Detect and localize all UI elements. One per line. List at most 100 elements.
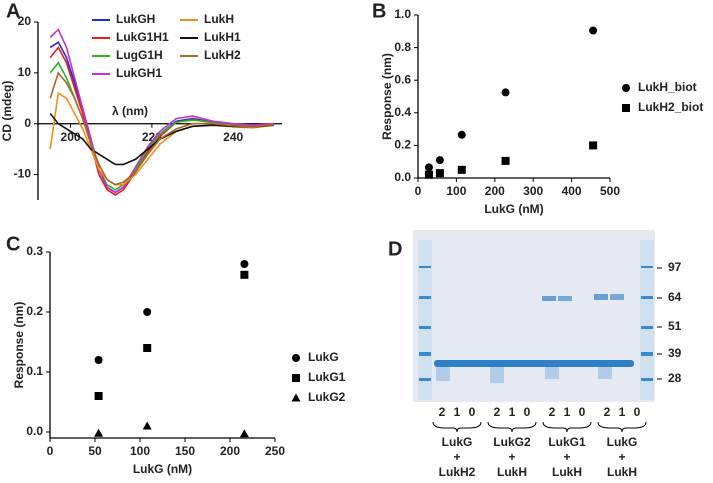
y-tick-label: 0.3 — [26, 244, 43, 258]
marker-circle — [143, 308, 152, 316]
marker-square — [240, 270, 249, 279]
lane-label: 2 — [494, 405, 501, 419]
x-axis-label: λ (nm) — [112, 104, 148, 118]
x-tick-label: 200 — [61, 130, 81, 144]
marker-square — [435, 169, 444, 178]
marker-circle — [424, 163, 433, 172]
group-label: + — [453, 450, 460, 464]
marker-circle — [457, 130, 466, 139]
group-label: + — [563, 450, 570, 464]
panel-label: D — [388, 238, 402, 260]
panel-label: A — [6, 0, 20, 22]
lane-label: 1 — [619, 405, 626, 419]
y-tick-label: 0 — [24, 116, 31, 130]
protein-bands — [434, 294, 634, 367]
legend-swatch — [622, 84, 630, 92]
marker-triangle — [94, 428, 104, 437]
y-tick-label: 0.1 — [26, 364, 43, 378]
marker-label: 64 — [668, 290, 682, 304]
legend-label: LukGH — [116, 12, 155, 26]
x-tick-label: 500 — [600, 184, 620, 198]
lane-label: 0 — [469, 405, 476, 419]
legend-label: LukG1 — [308, 370, 346, 384]
group-label: + — [618, 450, 625, 464]
x-tick-label: 200 — [220, 444, 240, 458]
y-tick-label: 10 — [18, 65, 32, 79]
y-tick-label: -10 — [14, 167, 32, 181]
brace — [597, 421, 647, 433]
legend-label: LukG — [308, 350, 339, 364]
group-label: LukG — [442, 435, 473, 449]
y-tick-label: 0.0 — [26, 424, 43, 438]
marker-triangle — [142, 421, 152, 430]
group-label: LukH — [552, 465, 582, 479]
marker-label: 51 — [668, 319, 682, 333]
lane-label: 1 — [454, 405, 461, 419]
marker-circle — [240, 260, 249, 268]
legend-label: LukH1 — [204, 30, 241, 44]
x-axis-label: LukG (nM) — [133, 462, 192, 476]
x-tick-label: 250 — [265, 444, 285, 458]
y-axis-label: Response (nm) — [380, 53, 394, 140]
group-label: LukH — [607, 465, 637, 479]
y-tick-label: 0.0 — [394, 170, 411, 184]
group-label: LukG — [607, 435, 638, 449]
ladder-lane — [418, 240, 432, 400]
marker-square — [457, 165, 466, 174]
y-tick-label: 0.6 — [394, 72, 411, 86]
x-tick-label: 100 — [130, 444, 150, 458]
marker-square — [589, 141, 598, 150]
legend-label: LugG1H — [116, 48, 163, 62]
brace — [432, 421, 482, 433]
x-tick-label: 400 — [562, 184, 582, 198]
group-label: + — [508, 450, 515, 464]
x-tick-label: 240 — [223, 130, 243, 144]
y-tick-label: 0.2 — [394, 138, 411, 152]
y-tick-label: 0.2 — [26, 304, 43, 318]
y-axis-label: Response (nm) — [12, 302, 26, 389]
brace — [487, 421, 537, 433]
marker-label: 97 — [668, 260, 682, 274]
x-tick-label: 200 — [485, 184, 505, 198]
legend-swatch — [291, 393, 301, 402]
marker-square — [143, 344, 152, 352]
y-tick-label: 0.4 — [394, 105, 411, 119]
legend-label: LukGH1 — [116, 66, 162, 80]
smears — [436, 367, 612, 383]
marker-label: 39 — [668, 346, 682, 360]
lane-label: 2 — [439, 405, 446, 419]
y-tick-label: 20 — [18, 14, 32, 28]
x-axis-label: LukG (nM) — [484, 202, 543, 216]
y-tick-label: 0.8 — [394, 40, 411, 54]
legend-label: LukG1H1 — [116, 30, 169, 44]
y-tick-label: 1.0 — [394, 7, 411, 21]
lane-label: 0 — [634, 405, 641, 419]
marker-circle — [501, 88, 510, 97]
marker-square — [94, 392, 103, 400]
y-axis-label: CD (mdeg) — [0, 81, 14, 142]
gel-background — [413, 230, 655, 402]
ladder-lane — [640, 240, 654, 400]
group-label: LukG2 — [493, 435, 531, 449]
legend-swatch — [292, 354, 300, 362]
x-tick-label: 0 — [47, 444, 54, 458]
gel-image — [413, 230, 655, 402]
marker-triangle — [239, 429, 249, 438]
panel-label: C — [6, 233, 20, 255]
marker-square — [501, 156, 510, 165]
marker-label: 28 — [668, 371, 682, 385]
legend-label: LukH2_biot — [638, 100, 703, 114]
x-tick-label: 150 — [175, 444, 195, 458]
marker-circle — [435, 156, 444, 165]
legend-swatch — [292, 374, 300, 382]
legend-swatch — [622, 104, 630, 112]
x-tick-label: 300 — [523, 184, 543, 198]
panel-label: B — [372, 0, 386, 22]
lane-label: 2 — [604, 405, 611, 419]
group-label: LukH — [497, 465, 527, 479]
lane-label: 1 — [564, 405, 571, 419]
legend-label: LukH2 — [204, 48, 241, 62]
x-tick-label: 50 — [88, 444, 102, 458]
series-line — [49, 28, 274, 194]
